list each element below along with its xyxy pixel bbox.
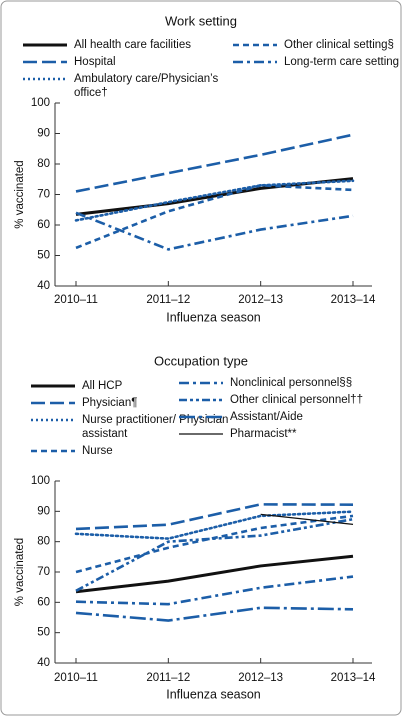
legend-label: Other clinical setting§ bbox=[284, 39, 394, 51]
legend-swatch bbox=[179, 381, 223, 385]
legend-swatch bbox=[233, 43, 277, 47]
series-line bbox=[75, 575, 354, 606]
legend-label: Nonclinical personnel§§ bbox=[230, 377, 353, 389]
legend-item: Nurse bbox=[30, 444, 232, 458]
chart-title: Occupation type bbox=[154, 353, 248, 368]
y-tick-label: 90 bbox=[37, 505, 50, 517]
x-tick-label: 2012–13 bbox=[238, 672, 283, 684]
y-tick-label: 60 bbox=[37, 596, 50, 608]
legend-label: Nurse practitioner/ Physician assistant bbox=[82, 414, 229, 440]
series-line bbox=[75, 606, 354, 622]
y-tick-label: 40 bbox=[37, 280, 50, 292]
y-tick-label: 40 bbox=[37, 657, 50, 669]
legend-label: Nurse bbox=[82, 445, 113, 457]
y-tick-label: 70 bbox=[37, 189, 50, 201]
legend-label: Assistant/Aide bbox=[230, 411, 303, 423]
x-tick-label: 2012–13 bbox=[238, 294, 283, 306]
legend-swatch bbox=[23, 43, 67, 47]
series-line bbox=[75, 211, 354, 251]
legend-label: Long-term care setting bbox=[284, 56, 400, 68]
y-axis-label: % vaccinated bbox=[14, 160, 26, 228]
legend-item: Other clinical personnel†† bbox=[178, 393, 363, 407]
x-tick-label: 2013–14 bbox=[331, 294, 376, 306]
y-axis-label: % vaccinated bbox=[14, 538, 26, 606]
y-tick-label: 100 bbox=[31, 475, 50, 487]
series-line bbox=[260, 513, 354, 525]
legend-item: All HCP bbox=[30, 379, 232, 393]
legend-label: Physician¶ bbox=[82, 397, 138, 409]
series-line bbox=[74, 510, 355, 540]
x-tick-label: 2013–14 bbox=[331, 672, 376, 684]
x-tick-label: 2011–12 bbox=[146, 294, 190, 306]
legend-label: All HCP bbox=[82, 380, 123, 392]
legend-column: All health care facilities Hospital Ambula… bbox=[22, 38, 224, 100]
y-tick-label: 60 bbox=[37, 219, 50, 231]
legend-swatch bbox=[179, 415, 223, 419]
legend-swatch bbox=[31, 418, 75, 422]
x-tick-label: 2010–11 bbox=[54, 672, 98, 684]
legend-swatch bbox=[179, 433, 223, 435]
legend-item: Hospital bbox=[22, 55, 224, 69]
y-tick-label: 80 bbox=[37, 536, 50, 548]
legend-item: All health care facilities bbox=[22, 38, 224, 52]
series-line bbox=[75, 554, 354, 594]
x-axis-label: Influenza season bbox=[166, 687, 261, 701]
legend-column: All HCP Physician¶ Nurse practitioner/ Phy… bbox=[30, 379, 232, 458]
y-tick-label: 80 bbox=[37, 158, 50, 170]
legend-item: Physician¶ bbox=[30, 396, 232, 410]
chart-title: Work setting bbox=[165, 13, 237, 28]
legend-label: Ambulatory care/Physician’s office† bbox=[74, 73, 219, 99]
legend-item: Assistant/Aide bbox=[178, 410, 363, 424]
series-line bbox=[75, 184, 354, 250]
y-tick-label: 50 bbox=[37, 627, 50, 639]
x-axis-label: Influenza season bbox=[166, 310, 261, 324]
series-line bbox=[75, 503, 354, 531]
legend-item: Other clinical setting§ bbox=[232, 38, 399, 52]
legend-item: Nonclinical personnel§§ bbox=[178, 376, 363, 390]
legend-item: Pharmacist** bbox=[178, 427, 363, 441]
series-line bbox=[75, 517, 354, 592]
legend-item: Ambulatory care/Physician’s office† bbox=[22, 72, 224, 100]
legend-item: Nurse practitioner/ Physician assistant bbox=[30, 413, 232, 441]
legend-label: Pharmacist** bbox=[230, 428, 297, 440]
legend-swatch bbox=[31, 401, 75, 405]
series-line bbox=[75, 133, 354, 193]
y-tick-label: 50 bbox=[37, 250, 50, 262]
legend-swatch bbox=[23, 77, 67, 81]
x-tick-label: 2010–11 bbox=[54, 294, 98, 306]
legend-column: Nonclinical personnel§§ Other clinical pe… bbox=[178, 376, 363, 441]
x-tick-label: 2011–12 bbox=[146, 672, 190, 684]
legend-swatch bbox=[23, 60, 67, 64]
legend-label: Hospital bbox=[74, 56, 116, 68]
legend-swatch bbox=[233, 60, 277, 64]
y-tick-label: 100 bbox=[31, 97, 50, 109]
legend-swatch bbox=[31, 449, 75, 453]
series-line bbox=[75, 514, 354, 574]
legend-item: Long-term care setting bbox=[232, 55, 399, 69]
legend-label: All health care facilities bbox=[74, 39, 191, 51]
y-tick-label: 90 bbox=[37, 128, 50, 140]
series-line bbox=[74, 179, 355, 222]
legend-swatch bbox=[179, 398, 223, 402]
legend-column: Other clinical setting§ Long-term care se… bbox=[232, 38, 399, 69]
legend-label: Other clinical personnel†† bbox=[230, 394, 363, 406]
y-tick-label: 70 bbox=[37, 566, 50, 578]
legend-swatch bbox=[31, 384, 75, 388]
